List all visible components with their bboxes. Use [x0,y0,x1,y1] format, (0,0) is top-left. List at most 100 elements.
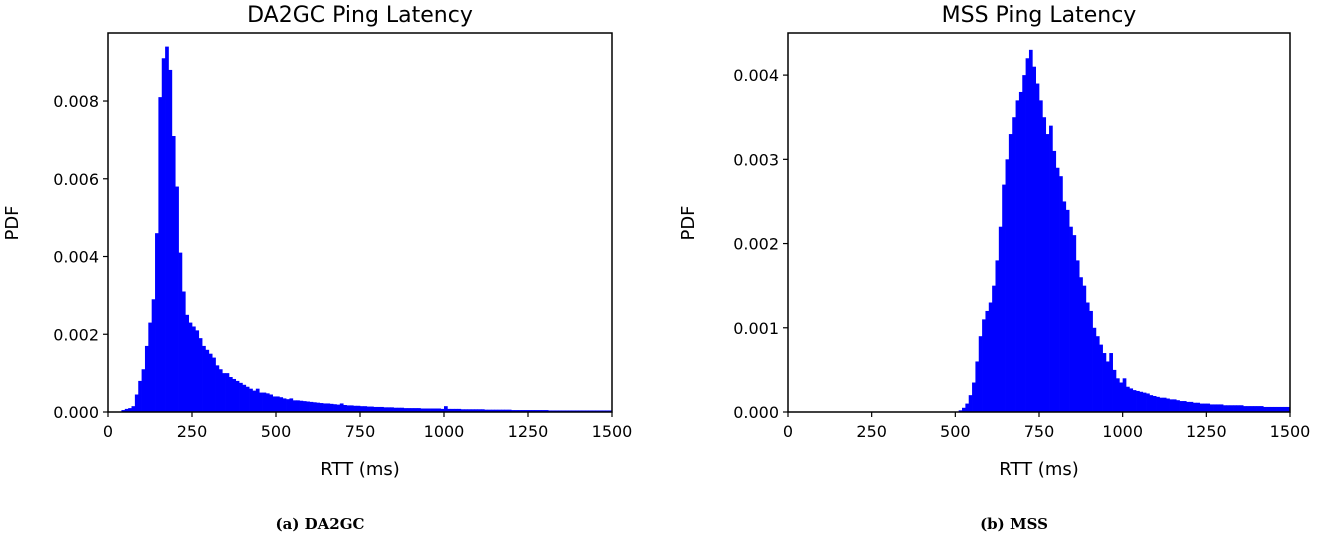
histogram-bar [1273,406,1277,412]
histogram-bar [158,97,163,412]
histogram-bar [601,410,606,412]
histogram-bar [1132,390,1137,412]
x-tick-label: 0 [103,422,113,441]
histogram-bar [982,319,986,412]
histogram-bar [575,410,579,412]
histogram-bar [292,400,297,412]
y-tick-label: 0.006 [53,170,99,189]
histogram-bar [1146,393,1150,412]
histogram-bar [165,46,169,412]
histogram-bar [1069,226,1073,412]
histogram-bar [1115,378,1120,412]
caption-a: (a) DA2GC [275,515,365,533]
y-tick-label: 0.000 [733,403,779,422]
histogram-bar [144,345,149,412]
histogram-bar [464,409,468,412]
histogram-bar [259,392,263,412]
histogram-bar [571,410,576,412]
histogram-bar [269,394,273,412]
histogram-bar [460,409,465,412]
histogram-bar [1089,310,1093,412]
histogram-bar [544,410,549,412]
histogram-bar [517,410,522,412]
chart-title: DA2GC Ping Latency [247,3,473,28]
histogram-bar [1172,399,1177,412]
y-tick-label: 0.002 [53,325,99,344]
histogram-bar [333,404,337,412]
histogram-bar [312,402,317,412]
histogram-bar [1015,100,1020,412]
histogram-bar [554,410,559,412]
histogram-bar [423,408,428,412]
histogram-bar [595,410,599,412]
histogram-bar [1216,404,1221,412]
histogram-bar [380,406,384,412]
histogram-bar [276,396,280,412]
histogram-bar [988,302,993,412]
histogram-bar [249,388,253,412]
histogram-bar [975,361,980,412]
histogram-bar [437,408,441,412]
histogram-bar [1079,277,1083,412]
histogram-bar [1035,83,1040,413]
histogram-bar [1008,134,1013,413]
caption-b: (b) MSS [980,515,1048,533]
histogram-bar [228,377,233,412]
x-tick-label: 1250 [1186,422,1227,441]
histogram-bar [581,410,586,412]
x-tick-label: 1000 [1102,422,1143,441]
histogram-bar [1049,125,1053,413]
histogram-bar [1129,388,1134,412]
histogram-bar [373,406,378,412]
histogram-bar [413,408,418,412]
histogram-bar [138,380,142,412]
histogram-bar [255,388,260,412]
histogram-bar [444,406,448,412]
x-tick-label: 250 [856,422,887,441]
histogram-bar [1229,405,1234,412]
histogram-bar [1002,184,1006,412]
histogram-bar [491,409,495,412]
histogram-bar [591,410,596,412]
histogram-bar [564,410,569,412]
histogram-bar [588,410,593,412]
histogram-bar [608,410,613,412]
histogram-bar [538,410,542,412]
histogram-bar [541,410,546,412]
histogram-bar [1176,400,1180,412]
histogram-bar [1269,406,1274,412]
histogram-bar [356,405,361,412]
histogram-bar [1126,386,1130,412]
histogram-bar [1249,406,1254,412]
histogram-bar [995,260,1000,412]
histogram-bar [1259,406,1264,412]
histogram-bar [222,373,226,412]
histogram-bar [457,408,462,412]
histogram-bar [232,378,237,412]
histogram-bar [447,408,452,412]
histogram-bar [185,314,189,412]
histogram-bar [343,405,347,412]
histogram-bar [1085,302,1090,412]
histogram-bar [1045,134,1050,413]
histogram-bar [962,407,966,412]
histogram-bar [141,369,146,412]
histogram-bar [1109,353,1113,412]
histogram-bar [1279,406,1284,412]
histogram-bar [218,369,223,412]
histogram-bar [195,330,200,412]
histogram-bar [349,405,354,412]
histogram-bar [1182,401,1187,412]
histogram-bar [528,410,532,412]
histogram-bar [1032,66,1037,412]
histogram-bar [1196,402,1200,412]
histogram-bar [1018,91,1023,412]
histogram-bar [215,365,220,412]
histogram-bar [192,326,196,412]
histogram-bar [998,226,1003,412]
histogram-bar [433,408,438,412]
histogram-bar [1072,235,1077,412]
histogram-bar [1156,396,1160,412]
histogram-bar [1256,406,1261,412]
